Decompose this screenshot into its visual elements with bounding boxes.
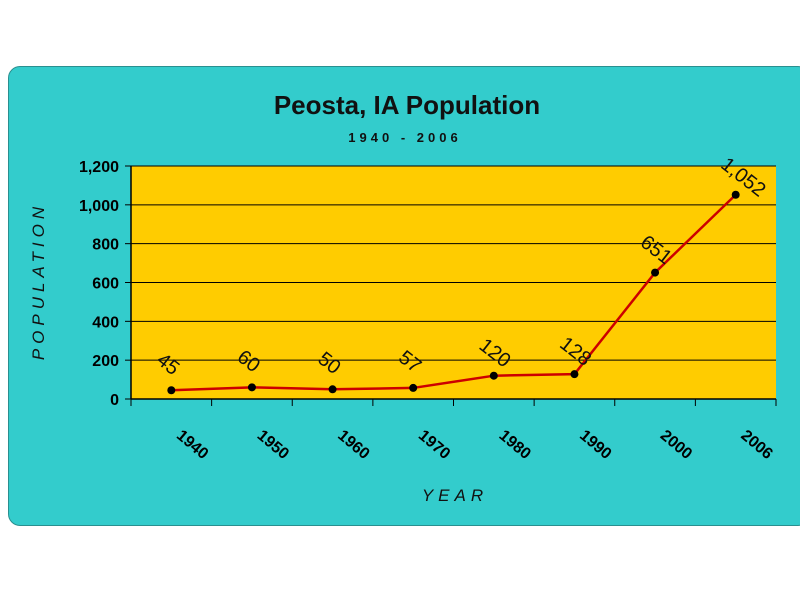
population-series-line	[171, 193, 737, 392]
data-point	[489, 371, 498, 380]
y-tick-label: 600	[92, 276, 119, 293]
data-point	[409, 383, 418, 392]
y-axis-title: POPULATION	[29, 202, 48, 360]
data-point	[570, 370, 579, 379]
x-tick-label: 1990	[576, 427, 614, 463]
chart-title: Peosta, IA Population	[274, 90, 540, 120]
y-tick-label: 1,200	[79, 159, 119, 176]
data-point	[651, 268, 660, 277]
y-tick-label: 800	[92, 237, 119, 254]
chart-subtitle: 1940 - 2006	[348, 130, 461, 145]
data-point	[167, 386, 176, 395]
y-tick-label: 1,000	[79, 198, 119, 215]
x-tick-label: 1940	[173, 427, 211, 463]
data-point	[731, 190, 740, 199]
y-tick-label: 400	[92, 314, 119, 331]
data-point	[328, 385, 337, 394]
x-tick-labels: 1940 1950 1960 1970 1980 1990 2000 2006	[173, 427, 776, 463]
data-point	[247, 383, 256, 392]
axes	[130, 166, 777, 406]
x-tick-label: 2000	[657, 427, 695, 463]
x-tick-label: 1970	[415, 427, 453, 463]
x-tick-label: 2006	[737, 427, 775, 463]
y-tick-label: 200	[92, 353, 119, 370]
y-tick-label: 0	[110, 392, 119, 409]
x-tick-label: 1950	[254, 427, 292, 463]
data-point-markers	[167, 190, 740, 395]
y-tick-labels: 0 200 400 600 800 1,000 1,200	[79, 159, 119, 409]
gridlines	[125, 165, 776, 400]
x-axis-title: YEAR	[422, 486, 488, 505]
x-tick-label: 1960	[334, 427, 372, 463]
x-tick-label: 1980	[496, 427, 534, 463]
